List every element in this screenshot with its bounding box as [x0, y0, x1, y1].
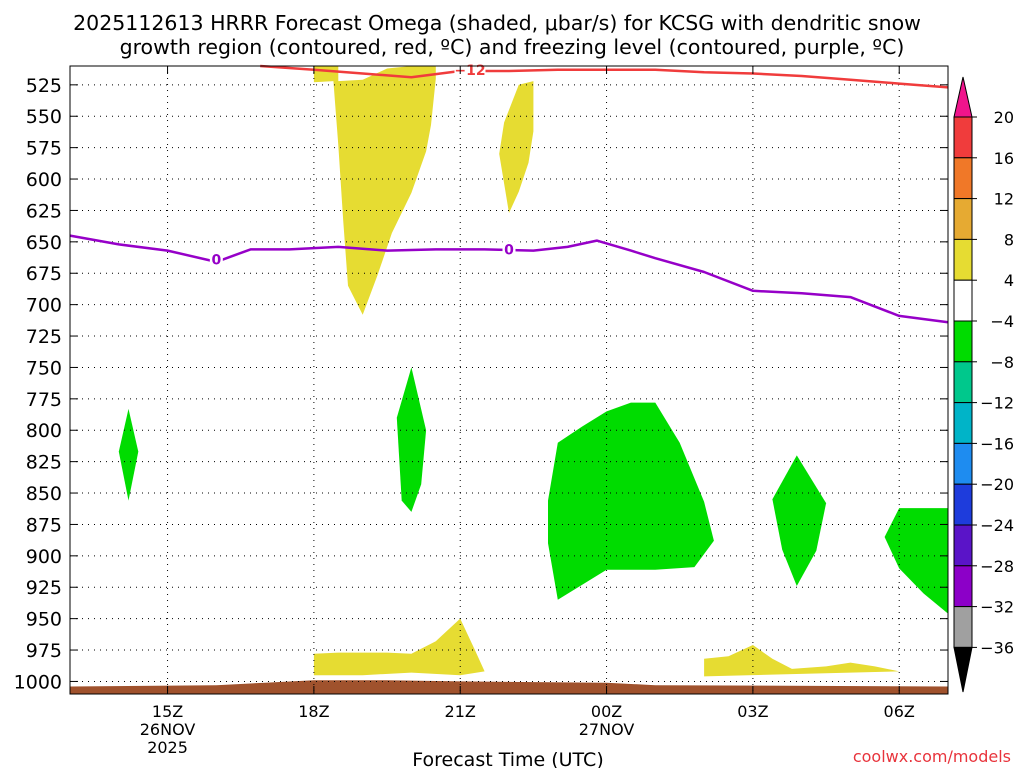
omega-region-8 — [772, 455, 827, 586]
x-tick-label: 2025 — [147, 738, 188, 757]
omega-region-9 — [884, 508, 948, 614]
y-tick-label: 600 — [26, 169, 62, 191]
y-tick-label: 825 — [26, 452, 62, 474]
x-tick-label: 27NOV — [579, 720, 635, 739]
contour-label-bg — [502, 241, 516, 258]
y-tick-label: 975 — [26, 640, 62, 662]
colorbar-segment — [953, 524, 973, 567]
y-tick-label: 900 — [26, 546, 62, 568]
x-tick-label: 21Z — [445, 702, 476, 721]
x-tick-label: 15Z — [152, 702, 183, 721]
y-axis: 525 550 575 600 625 650 675 700 725 750 775 800 825 8… — [14, 75, 948, 693]
colorbar-label: 8 — [1004, 230, 1014, 249]
colorbar-label: −4 — [990, 312, 1014, 331]
y-tick-label: 725 — [26, 326, 62, 348]
colorbar-segment — [953, 483, 973, 526]
y-tick-label: 925 — [26, 577, 62, 599]
colorbar-label: −20 — [980, 475, 1014, 494]
colorbar-label: −24 — [980, 516, 1014, 535]
y-tick-label: 850 — [26, 483, 62, 505]
colorbar-segment — [953, 320, 973, 363]
colorbar-segment — [953, 116, 973, 159]
colorbar-top-arrow — [953, 76, 973, 118]
colorbar: 20 16 12 8 4 −4 −8 −12 −16 −20 −24 −28 −32 −36 — [953, 76, 1014, 693]
y-tick-label: 625 — [26, 200, 62, 222]
plot-frame — [69, 65, 949, 695]
y-tick-label: 575 — [26, 138, 62, 160]
terrain-layer — [70, 680, 948, 694]
y-tick-label: 700 — [26, 295, 62, 317]
y-tick-label: 950 — [26, 609, 62, 631]
colorbar-label: 4 — [1004, 271, 1014, 290]
y-tick-label: 750 — [26, 357, 62, 379]
x-axis-label: Forecast Time (UTC) — [412, 749, 603, 768]
colorbar-label: 12 — [994, 190, 1014, 209]
colorbar-label: −8 — [990, 353, 1014, 372]
gridlines — [70, 66, 948, 694]
y-tick-label: 525 — [26, 75, 62, 97]
x-tick-label: 03Z — [737, 702, 768, 721]
x-tick-label: 06Z — [884, 702, 915, 721]
colorbar-segment — [953, 279, 973, 322]
colorbar-segment — [953, 198, 973, 240]
omega-region-7 — [548, 402, 714, 600]
contour-label-freezing-level: 0 — [504, 242, 514, 258]
x-tick-label: 18Z — [298, 702, 329, 721]
y-tick-label: 550 — [26, 106, 62, 128]
y-tick-label: 650 — [26, 232, 62, 254]
omega-region-2 — [499, 81, 534, 213]
omega-region-4 — [704, 645, 900, 677]
x-tick-label: 00Z — [591, 702, 622, 721]
colorbar-label: 16 — [994, 149, 1014, 168]
omega-region-1 — [313, 66, 436, 315]
colorbar-label: 20 — [994, 108, 1014, 127]
omega-region-6 — [396, 367, 427, 512]
colorbar-label: −32 — [980, 598, 1014, 617]
colorbar-label: −16 — [980, 434, 1014, 453]
contour-label-dendritic-snow-growth: −12 — [454, 63, 485, 79]
colorbar-segment — [953, 565, 973, 608]
contour-label-freezing-level: 0 — [211, 252, 221, 268]
colorbar-label: −12 — [980, 394, 1014, 413]
colorbar-label: −28 — [980, 557, 1014, 576]
chart-title-line2: growth region (contoured, red, ºC) and f… — [120, 35, 905, 59]
colorbar-segment — [953, 238, 973, 281]
contour-label-bg — [209, 251, 223, 268]
y-tick-label: 875 — [26, 514, 62, 536]
colorbar-label: −36 — [980, 638, 1014, 657]
colorbar-segment — [953, 361, 973, 404]
x-tick-label: 26NOV — [140, 720, 196, 739]
y-tick-label: 675 — [26, 263, 62, 285]
y-tick-label: 800 — [26, 420, 62, 442]
terrain-fill — [70, 680, 948, 694]
omega-shaded-regions — [118, 66, 948, 677]
colorbar-bottom-arrow — [953, 646, 973, 693]
freezing-level-line — [69, 234, 949, 324]
colorbar-segment — [953, 442, 973, 485]
colorbar-segment — [953, 157, 973, 200]
omega-region-3 — [313, 618, 485, 676]
y-tick-label: 1000 — [14, 671, 62, 693]
y-tick-label: 775 — [26, 389, 62, 411]
omega-region-5 — [118, 408, 139, 501]
colorbar-segment — [953, 402, 973, 444]
chart-title-line1: 2025112613 HRRR Forecast Omega (shaded, … — [73, 11, 921, 35]
colorbar-segment — [953, 606, 973, 648]
credit-link[interactable]: coolwx.com/models — [853, 747, 1011, 766]
